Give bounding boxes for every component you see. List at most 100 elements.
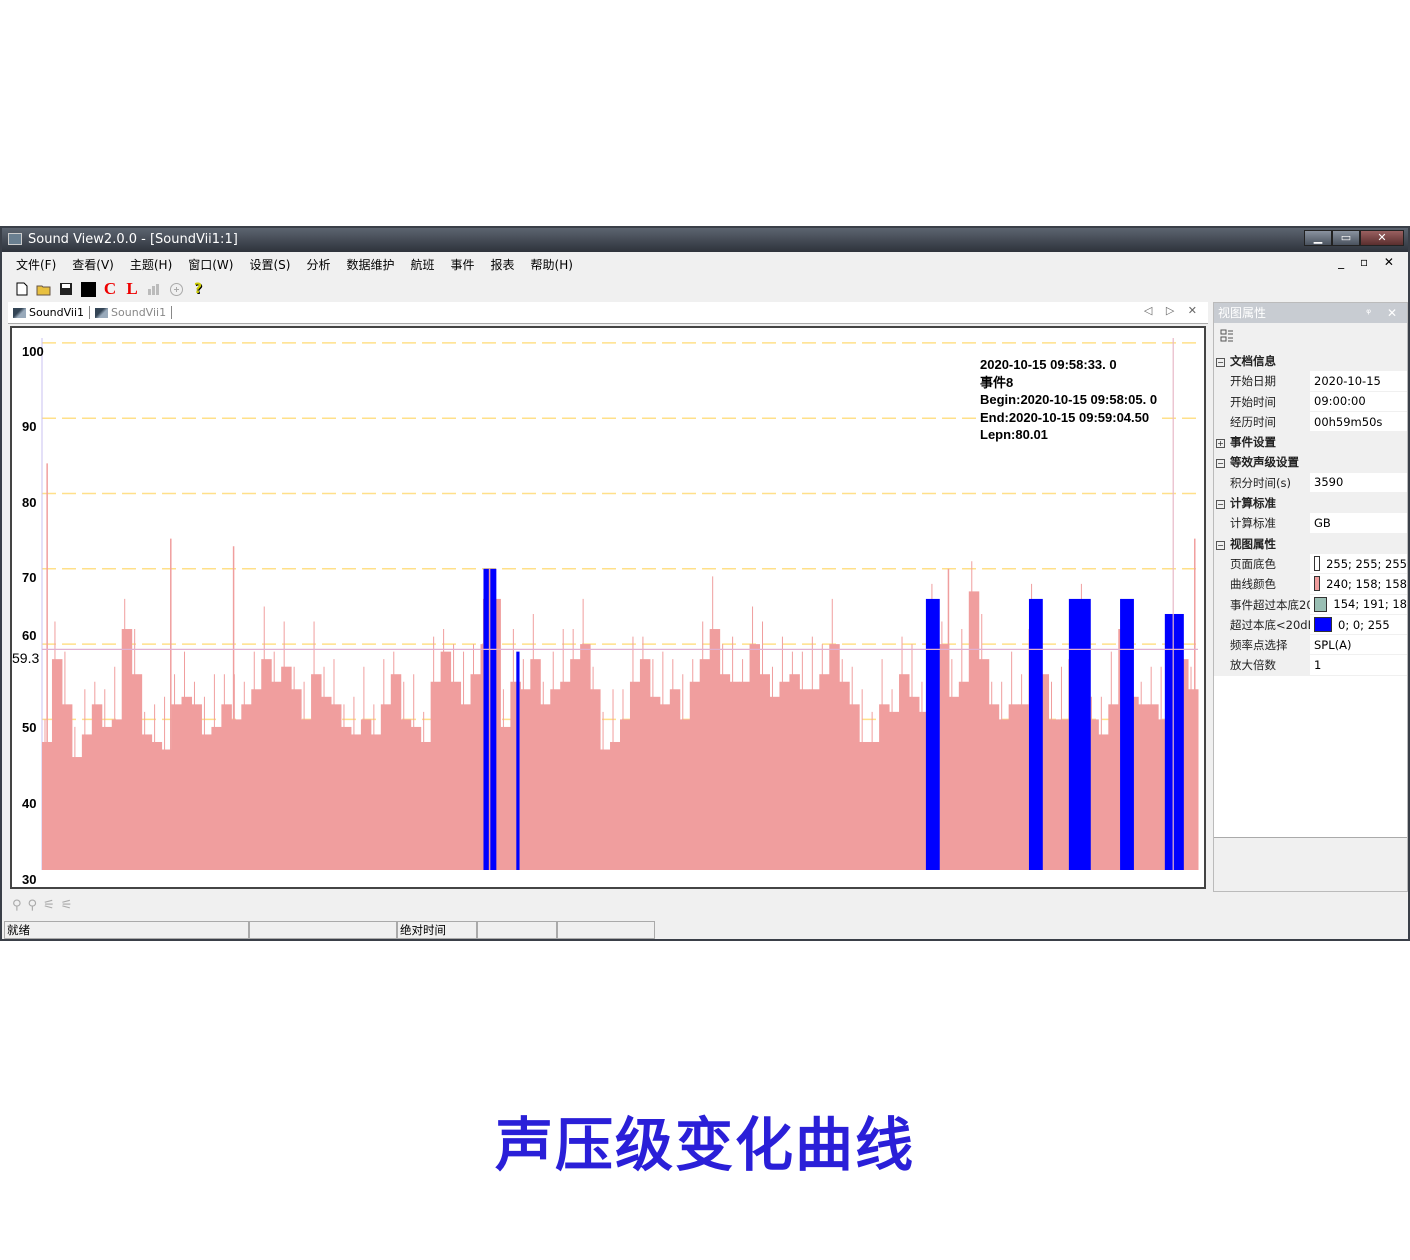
level-bar	[1008, 704, 1020, 870]
menu-item[interactable]: 事件	[450, 258, 475, 272]
y-tick-label: 40	[22, 795, 37, 811]
level-bar	[889, 711, 900, 870]
property-row[interactable]: 开始时间 09:00:00	[1214, 391, 1407, 412]
property-value-text: 154; 191; 18	[1333, 597, 1407, 612]
menu-item[interactable]: 设置(S)	[249, 258, 291, 272]
zoom-in-icon[interactable]: ⚲	[12, 898, 22, 913]
tab-label: SoundVii1	[29, 306, 85, 319]
annotation-begin: Begin:2020-10-15 09:58:05. 0	[980, 392, 1158, 407]
property-row[interactable]: 经历时间 00h59m50s	[1214, 411, 1407, 433]
tab-soundvii[interactable]: SoundVii1	[90, 306, 173, 319]
event-over-background[interactable]	[1028, 598, 1043, 870]
save-icon[interactable]	[58, 281, 74, 297]
event-over-background[interactable]	[1120, 598, 1134, 870]
property-value[interactable]: 0; 0; 255	[1310, 615, 1407, 634]
property-row[interactable]: 事件超过本底20 154; 191; 18	[1214, 594, 1407, 615]
property-label: 积分时间(s)	[1214, 472, 1310, 493]
maximize-button[interactable]: ▭	[1332, 230, 1360, 246]
menu-item[interactable]: 帮助(H)	[530, 258, 573, 272]
menu-item[interactable]: 数据维护	[346, 258, 395, 272]
event-over-background[interactable]	[1068, 598, 1091, 870]
add-circle-icon[interactable]	[168, 281, 184, 297]
property-value[interactable]: 2020-10-15	[1310, 371, 1407, 390]
event-over-background[interactable]	[1164, 613, 1184, 870]
level-bar	[81, 734, 93, 870]
chart-svg	[41, 338, 1199, 870]
c-button[interactable]: C	[103, 279, 117, 298]
menu-item[interactable]: 窗口(W)	[188, 258, 234, 272]
level-bar	[460, 704, 472, 870]
color-swatch[interactable]	[1314, 617, 1332, 632]
minimize-button[interactable]: ▁	[1304, 230, 1332, 246]
level-bar	[51, 659, 63, 870]
menu-item[interactable]: 主题(H)	[129, 258, 173, 272]
expand-icon[interactable]: +	[1216, 439, 1225, 449]
open-folder-icon[interactable]	[36, 281, 52, 297]
level-bar	[360, 719, 372, 870]
property-row[interactable]: 开始日期 2020-10-15	[1214, 371, 1407, 392]
pin-close-controls[interactable]: ᵠ ✕	[1366, 306, 1403, 320]
new-file-icon[interactable]	[14, 281, 30, 297]
level-bar	[749, 644, 761, 870]
property-row[interactable]: 积分时间(s) 3590	[1214, 472, 1407, 494]
help-icon[interactable]: ?	[193, 281, 203, 297]
level-bar	[819, 674, 830, 870]
level-bar	[470, 674, 481, 870]
property-value[interactable]: 255; 255; 255	[1310, 554, 1407, 573]
l-button[interactable]: L	[126, 279, 138, 298]
property-category[interactable]: − 文档信息	[1214, 351, 1407, 372]
property-category[interactable]: − 计算标准	[1214, 493, 1407, 514]
menu-item[interactable]: 航班	[410, 258, 435, 272]
collapse-icon[interactable]: −	[1216, 358, 1225, 367]
property-category[interactable]: − 视图属性	[1214, 533, 1407, 554]
window-title: Sound View2.0.0 - [SoundVii1:1]	[28, 232, 238, 247]
color-square-icon[interactable]	[80, 281, 96, 297]
cursor-right-icon[interactable]: ⚟	[60, 898, 73, 913]
property-label: 页面底色	[1214, 553, 1310, 574]
property-value[interactable]: SPL(A)	[1310, 635, 1407, 654]
tab-nav-controls[interactable]: ◁ ▷ ✕	[1143, 304, 1202, 317]
cursor-left-icon[interactable]: ⚟	[43, 898, 55, 913]
zoom-out-icon[interactable]: ⚲	[27, 898, 38, 913]
menu-item[interactable]: 分析	[306, 258, 331, 272]
event-over-background[interactable]	[516, 651, 520, 870]
property-value[interactable]: 154; 191; 18	[1310, 595, 1407, 614]
tab-soundvii[interactable]: SoundVii1	[8, 306, 91, 319]
collapse-icon[interactable]: −	[1216, 500, 1225, 510]
property-category[interactable]: − 等效声级设置	[1214, 452, 1407, 473]
toolbar: C L ?	[14, 278, 206, 300]
bar-chart-icon[interactable]	[146, 281, 162, 297]
close-button[interactable]: ✕	[1360, 230, 1404, 246]
menu-item[interactable]: 查看(V)	[72, 258, 114, 272]
property-row[interactable]: 放大倍数 1	[1214, 655, 1407, 676]
property-value[interactable]: 3590	[1310, 473, 1407, 492]
categorized-view-icon[interactable]	[1214, 323, 1407, 351]
menu-item[interactable]: 报表	[490, 258, 515, 272]
property-row[interactable]: 计算标准 GB	[1214, 513, 1407, 534]
annotation-lepn: Lepn:80.01	[980, 427, 1048, 442]
property-value[interactable]: 00h59m50s	[1310, 412, 1407, 431]
status-pane	[557, 921, 655, 939]
collapse-icon[interactable]: −	[1216, 540, 1225, 550]
property-row[interactable]: 页面底色 255; 255; 255	[1214, 553, 1407, 575]
level-bar	[799, 689, 810, 870]
level-bar	[1088, 719, 1099, 870]
color-swatch[interactable]	[1314, 596, 1328, 612]
level-bar	[1188, 689, 1199, 870]
level-bar	[590, 689, 601, 870]
mdi-controls[interactable]: _ ▫ ✕	[1338, 255, 1400, 269]
color-swatch[interactable]	[1314, 576, 1321, 592]
property-value[interactable]: 09:00:00	[1310, 392, 1407, 411]
property-value[interactable]: 240; 158; 158	[1310, 574, 1407, 593]
property-row[interactable]: 超过本底<20dB 0; 0; 255	[1214, 614, 1407, 636]
property-category[interactable]: + 事件设置	[1214, 432, 1407, 453]
color-swatch[interactable]	[1314, 556, 1321, 572]
property-row[interactable]: 曲线颜色 240; 158; 158	[1214, 574, 1407, 595]
event-over-background[interactable]	[925, 598, 940, 870]
property-value[interactable]: 1	[1310, 655, 1407, 674]
y-tick-label: 60	[22, 628, 37, 644]
property-value[interactable]: GB	[1310, 513, 1407, 532]
property-row[interactable]: 频率点选择 SPL(A)	[1214, 635, 1407, 656]
collapse-icon[interactable]: −	[1216, 459, 1225, 469]
menu-item[interactable]: 文件(F)	[16, 258, 57, 272]
